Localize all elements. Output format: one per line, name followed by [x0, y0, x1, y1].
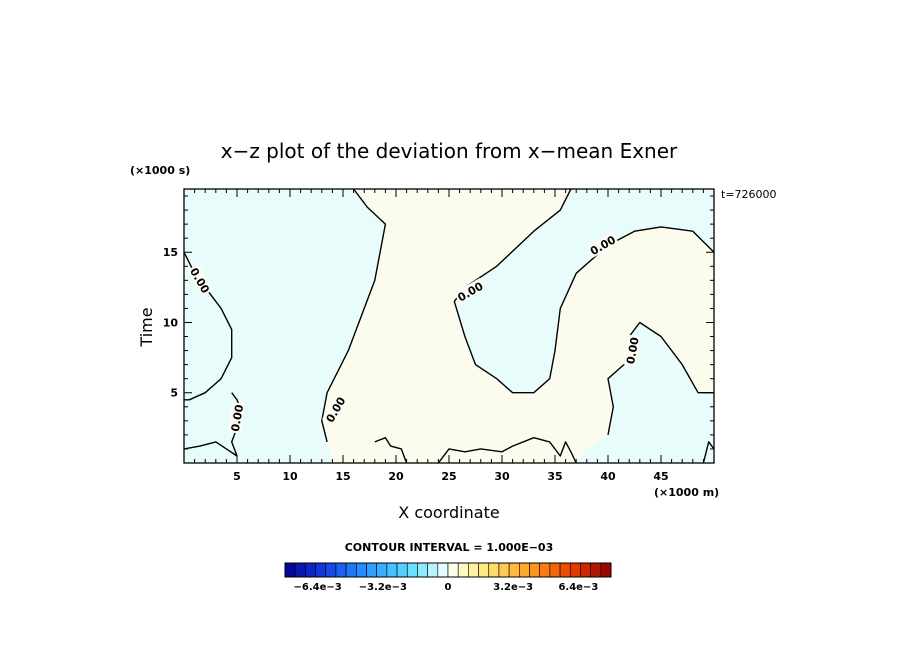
- negative-fill-region: [454, 189, 714, 393]
- colorbar-bin: [417, 562, 428, 578]
- colorbar-bin: [559, 562, 571, 578]
- y-tick-label: 15: [163, 246, 178, 259]
- plot-area: 0.000.00 0.000.000.000.005 10 15 20 25 30 35 40 4…: [163, 188, 715, 483]
- colorbar-bin: [284, 562, 296, 578]
- colorbar-bin: [569, 562, 581, 578]
- colorbar-bin: [457, 562, 469, 578]
- contour-label-bg: [453, 278, 487, 305]
- colorbar-bin: [366, 562, 377, 578]
- colorbar-tick-label: −3.2e−3: [359, 582, 407, 593]
- colorbar-tick-label: 0: [445, 582, 452, 593]
- contour-label-bg: [622, 334, 641, 367]
- colorbar-bin: [580, 562, 591, 578]
- y-tick-label: 10: [163, 316, 179, 329]
- y-tick-label: 5: [170, 387, 178, 400]
- time-stamp-label: t=726000: [721, 188, 777, 201]
- contour-label-bg: [586, 231, 619, 258]
- colorbar-tick-label: 3.2e−3: [493, 582, 533, 593]
- chart-title: x−z plot of the deviation from x−mean Ex…: [221, 139, 678, 163]
- x-tick-label: 5: [233, 470, 241, 483]
- contour-label-bg: [187, 263, 214, 297]
- colorbar-bin: [315, 562, 327, 578]
- x-tick-label: 30: [494, 470, 510, 483]
- colorbar-frame: [284, 562, 612, 578]
- colorbar: −6.4e−3 −3.2e−3 0 3.2e−3 6.4e−3: [284, 562, 612, 593]
- colorbar-bin: [437, 562, 449, 578]
- colorbar-bin: [519, 562, 530, 578]
- colorbar-bin: [590, 562, 602, 578]
- colorbar-bin: [478, 562, 490, 578]
- colorbar-bin: [335, 562, 347, 578]
- colorbar-bin: [488, 562, 500, 578]
- colorbar-bin: [468, 562, 479, 578]
- contour-line: [183, 441, 238, 457]
- contour-line: [437, 437, 577, 464]
- contour-label: 0.00: [624, 336, 642, 365]
- colorbar-tick-label: 6.4e−3: [558, 582, 598, 593]
- contour-line: [702, 441, 715, 464]
- colorbar-bin: [345, 562, 357, 578]
- colorbar-bin: [539, 562, 551, 578]
- negative-fill-region: [576, 322, 714, 463]
- x-tick-label: 10: [282, 470, 298, 483]
- x-unit-label: (×1000 m): [654, 486, 719, 499]
- colorbar-bin: [406, 562, 418, 578]
- colorbar-bin: [376, 562, 388, 578]
- x-tick-label: 40: [600, 470, 616, 483]
- colorbar-bin: [294, 562, 306, 578]
- contour-line: [321, 188, 387, 443]
- contour-line: [453, 188, 715, 394]
- negative-fill-region: [184, 189, 386, 463]
- colorbar-bin: [386, 562, 398, 578]
- x-tick-label: 20: [388, 470, 404, 483]
- x-tick-label: 35: [547, 470, 562, 483]
- contour-line: [607, 321, 714, 436]
- colorbar-bin: [508, 562, 520, 578]
- colorbar-bin: [305, 562, 316, 578]
- y-axis-label: Time: [137, 307, 156, 347]
- x-tick-label: 15: [335, 470, 350, 483]
- y-unit-label: (×1000 s): [130, 164, 190, 177]
- colorbar-bin: [396, 562, 408, 578]
- x-tick-label: 45: [653, 470, 668, 483]
- colorbar-bin: [325, 562, 337, 578]
- contour-label-bg: [322, 393, 349, 426]
- colorbar-bin: [447, 562, 459, 578]
- contour-label: 0.00: [229, 403, 247, 432]
- contour-line: [374, 437, 408, 464]
- colorbar-bin: [356, 562, 367, 578]
- contour-interval-label: CONTOUR INTERVAL = 1.000E−03: [345, 541, 554, 554]
- colorbar-tick-label: −6.4e−3: [293, 582, 341, 593]
- colorbar-bin: [549, 562, 561, 578]
- colorbar-bin: [498, 562, 510, 578]
- colorbar-bin: [427, 562, 439, 578]
- contour-label-bg: [227, 402, 246, 434]
- colorbar-bin: [529, 562, 540, 578]
- x-axis-label: X coordinate: [398, 503, 499, 522]
- x-tick-label: 25: [441, 470, 456, 483]
- colorbar-bin: [600, 562, 612, 578]
